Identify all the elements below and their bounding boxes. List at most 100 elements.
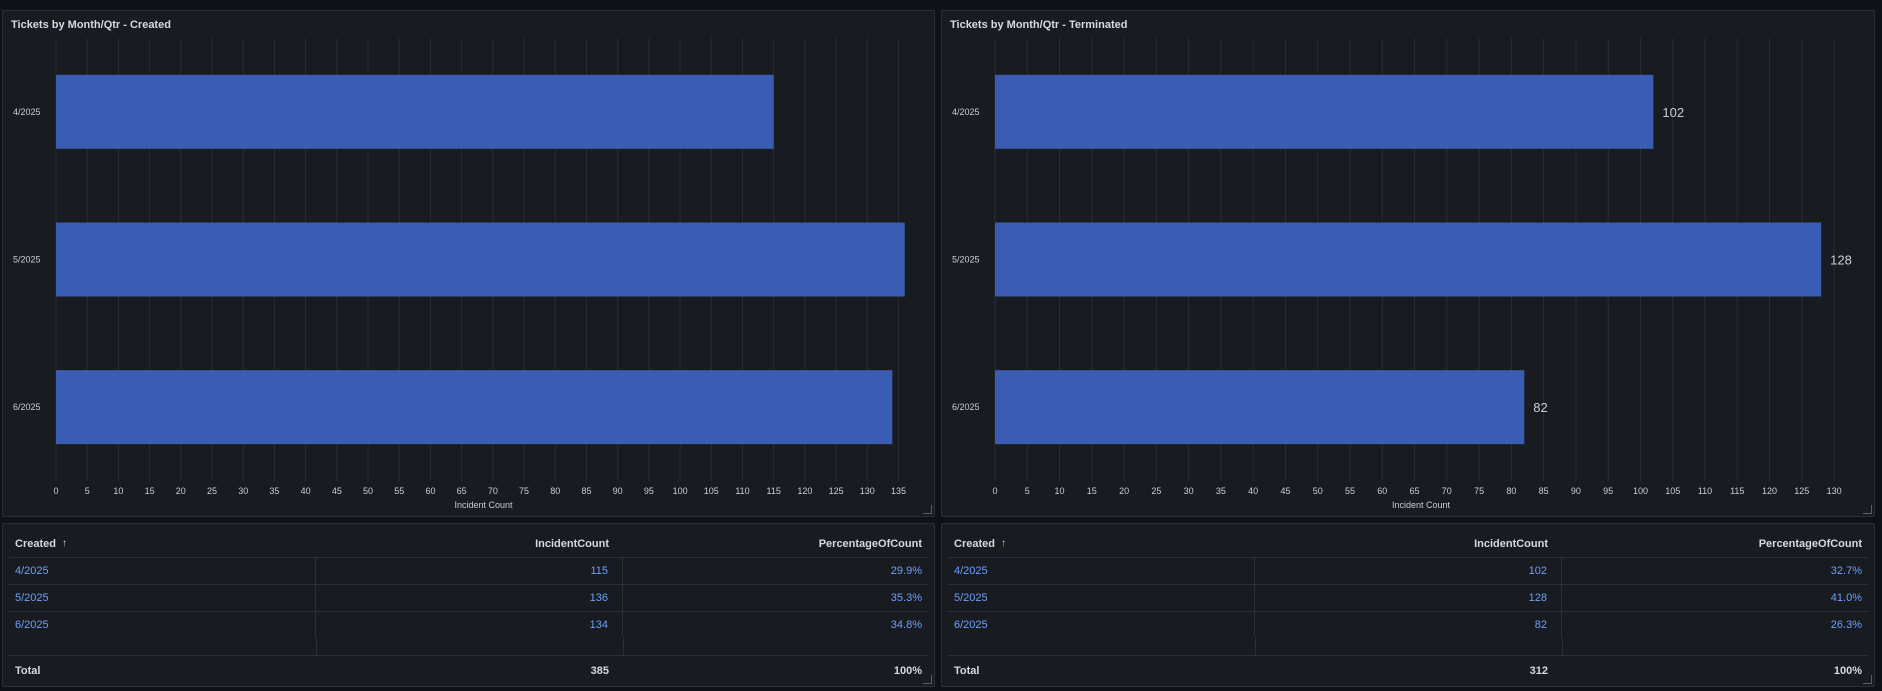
sort-ascending-icon[interactable]: ↑ bbox=[1000, 538, 1006, 549]
chart-panel-terminated: Tickets by Month/Qtr - Terminated 0 5 10 15… bbox=[941, 10, 1875, 517]
chart-panel-created: Tickets by Month/Qtr - Created 0 5 10 15 20 2… bbox=[2, 10, 935, 517]
cell-count[interactable]: 82 bbox=[1255, 611, 1562, 638]
cell-created[interactable]: 5/2025 bbox=[948, 584, 1255, 611]
table-row[interactable]: 5/2025 136 35.3% bbox=[9, 584, 928, 612]
y-category-label: 6/2025 bbox=[13, 402, 41, 412]
x-tick-label: 30 bbox=[1184, 486, 1194, 496]
x-tick-label: 20 bbox=[176, 486, 186, 496]
x-tick-label: 105 bbox=[1665, 486, 1680, 496]
cell-created[interactable]: 4/2025 bbox=[9, 557, 316, 584]
x-tick-label: 25 bbox=[1151, 486, 1161, 496]
table-panel-created: Created ↑ IncidentCount PercentageOfCoun… bbox=[2, 523, 935, 687]
x-tick-label: 105 bbox=[704, 486, 719, 496]
x-axis-label: Incident Count bbox=[454, 500, 513, 510]
x-tick-label: 60 bbox=[425, 486, 435, 496]
footer-total-label: Total bbox=[15, 665, 41, 677]
x-tick-label: 85 bbox=[581, 486, 591, 496]
bar bbox=[995, 222, 1822, 297]
x-tick-label: 45 bbox=[1280, 486, 1290, 496]
x-tick-label: 50 bbox=[363, 486, 373, 496]
y-category-label: 5/2025 bbox=[952, 255, 980, 265]
cell-percentage[interactable]: 34.8% bbox=[890, 618, 922, 631]
x-tick-label: 50 bbox=[1313, 486, 1323, 496]
x-tick-label: 45 bbox=[332, 486, 342, 496]
cell-count[interactable]: 134 bbox=[316, 611, 623, 638]
table-row[interactable]: 4/2025 102 32.7% bbox=[948, 557, 1868, 585]
x-tick-label: 40 bbox=[301, 486, 311, 496]
x-tick-label: 30 bbox=[238, 486, 248, 496]
panel-title[interactable]: Tickets by Month/Qtr - Created bbox=[11, 19, 171, 31]
cell-created[interactable]: 6/2025 bbox=[9, 611, 316, 638]
table-row[interactable]: 6/2025 134 34.8% bbox=[9, 611, 928, 638]
column-header-percentage[interactable]: PercentageOfCount bbox=[1758, 537, 1862, 550]
sort-ascending-icon[interactable]: ↑ bbox=[61, 538, 67, 549]
x-tick-label: 120 bbox=[797, 486, 812, 496]
bar bbox=[56, 370, 893, 445]
x-tick-label: 35 bbox=[1216, 486, 1226, 496]
x-tick-label: 0 bbox=[992, 486, 997, 496]
table-panel-terminated: Created ↑ IncidentCount PercentageOfCoun… bbox=[941, 523, 1875, 687]
x-tick-label: 60 bbox=[1377, 486, 1387, 496]
y-category-label: 6/2025 bbox=[952, 402, 980, 412]
x-tick-label: 10 bbox=[113, 486, 123, 496]
y-category-label: 5/2025 bbox=[13, 255, 41, 265]
cell-percentage[interactable]: 41.0% bbox=[1830, 591, 1862, 604]
column-header-percentage[interactable]: PercentageOfCount bbox=[818, 537, 922, 550]
x-tick-label: 5 bbox=[1025, 486, 1030, 496]
panel-title[interactable]: Tickets by Month/Qtr - Terminated bbox=[950, 19, 1128, 31]
cell-percentage[interactable]: 35.3% bbox=[890, 591, 922, 604]
x-tick-label: 0 bbox=[53, 486, 58, 496]
x-tick-label: 120 bbox=[1762, 486, 1777, 496]
table-row[interactable]: 6/2025 82 26.3% bbox=[948, 611, 1868, 638]
cell-count[interactable]: 102 bbox=[1255, 557, 1562, 584]
x-tick-label: 90 bbox=[613, 486, 623, 496]
column-header-created[interactable]: Created ↑ bbox=[15, 537, 67, 550]
cell-count[interactable]: 136 bbox=[316, 584, 623, 611]
cell-created[interactable]: 4/2025 bbox=[948, 557, 1255, 584]
x-tick-label: 100 bbox=[1633, 486, 1648, 496]
cell-created[interactable]: 6/2025 bbox=[948, 611, 1255, 638]
x-tick-label: 20 bbox=[1119, 486, 1129, 496]
x-tick-label: 70 bbox=[488, 486, 498, 496]
bar bbox=[995, 74, 1654, 149]
resize-handle-icon[interactable] bbox=[923, 675, 932, 684]
cell-count[interactable]: 128 bbox=[1255, 584, 1562, 611]
x-tick-label: 75 bbox=[1474, 486, 1484, 496]
cell-percentage[interactable]: 26.3% bbox=[1830, 618, 1862, 631]
bar bbox=[56, 222, 905, 297]
bar-value-label: 102 bbox=[1662, 105, 1684, 120]
cell-percentage[interactable]: 32.7% bbox=[1830, 564, 1862, 577]
column-header-incident-count[interactable]: IncidentCount bbox=[535, 537, 609, 550]
resize-handle-icon[interactable] bbox=[923, 505, 932, 514]
bar-chart-created: 0 5 10 15 20 25 30 35 40 45 50 55 60 65 70 75 80 85 90 95 10… bbox=[13, 38, 906, 510]
cell-count[interactable]: 115 bbox=[316, 557, 623, 584]
resize-handle-icon[interactable] bbox=[1863, 675, 1872, 684]
footer-total-percentage: 100% bbox=[893, 665, 922, 677]
table-header: Created ↑ IncidentCount PercentageOfCoun… bbox=[948, 530, 1868, 558]
cell-percentage[interactable]: 29.9% bbox=[890, 564, 922, 577]
y-category-label: 4/2025 bbox=[13, 107, 41, 117]
table-row[interactable]: 5/2025 128 41.0% bbox=[948, 584, 1868, 612]
x-tick-label: 100 bbox=[673, 486, 688, 496]
table-row[interactable]: 4/2025 115 29.9% bbox=[9, 557, 928, 585]
bar-value-label: 128 bbox=[1830, 253, 1852, 268]
x-tick-label: 40 bbox=[1248, 486, 1258, 496]
x-tick-label: 15 bbox=[1087, 486, 1097, 496]
column-header-incident-count[interactable]: IncidentCount bbox=[1474, 537, 1548, 550]
x-tick-label: 5 bbox=[85, 486, 90, 496]
x-tick-label: 55 bbox=[1345, 486, 1355, 496]
y-category-label: 4/2025 bbox=[952, 107, 980, 117]
cell-created[interactable]: 5/2025 bbox=[9, 584, 316, 611]
x-tick-label: 10 bbox=[1055, 486, 1065, 496]
x-tick-label: 65 bbox=[1410, 486, 1420, 496]
bar bbox=[995, 370, 1525, 445]
footer-total-percentage: 100% bbox=[1833, 665, 1862, 677]
column-divider bbox=[1562, 638, 1563, 656]
x-tick-label: 70 bbox=[1442, 486, 1452, 496]
column-header-created[interactable]: Created ↑ bbox=[954, 537, 1006, 550]
resize-handle-icon[interactable] bbox=[1863, 505, 1872, 514]
x-tick-label: 135 bbox=[891, 486, 906, 496]
x-tick-label: 90 bbox=[1571, 486, 1581, 496]
footer-total-label: Total bbox=[954, 665, 980, 677]
x-tick-label: 110 bbox=[735, 486, 749, 496]
